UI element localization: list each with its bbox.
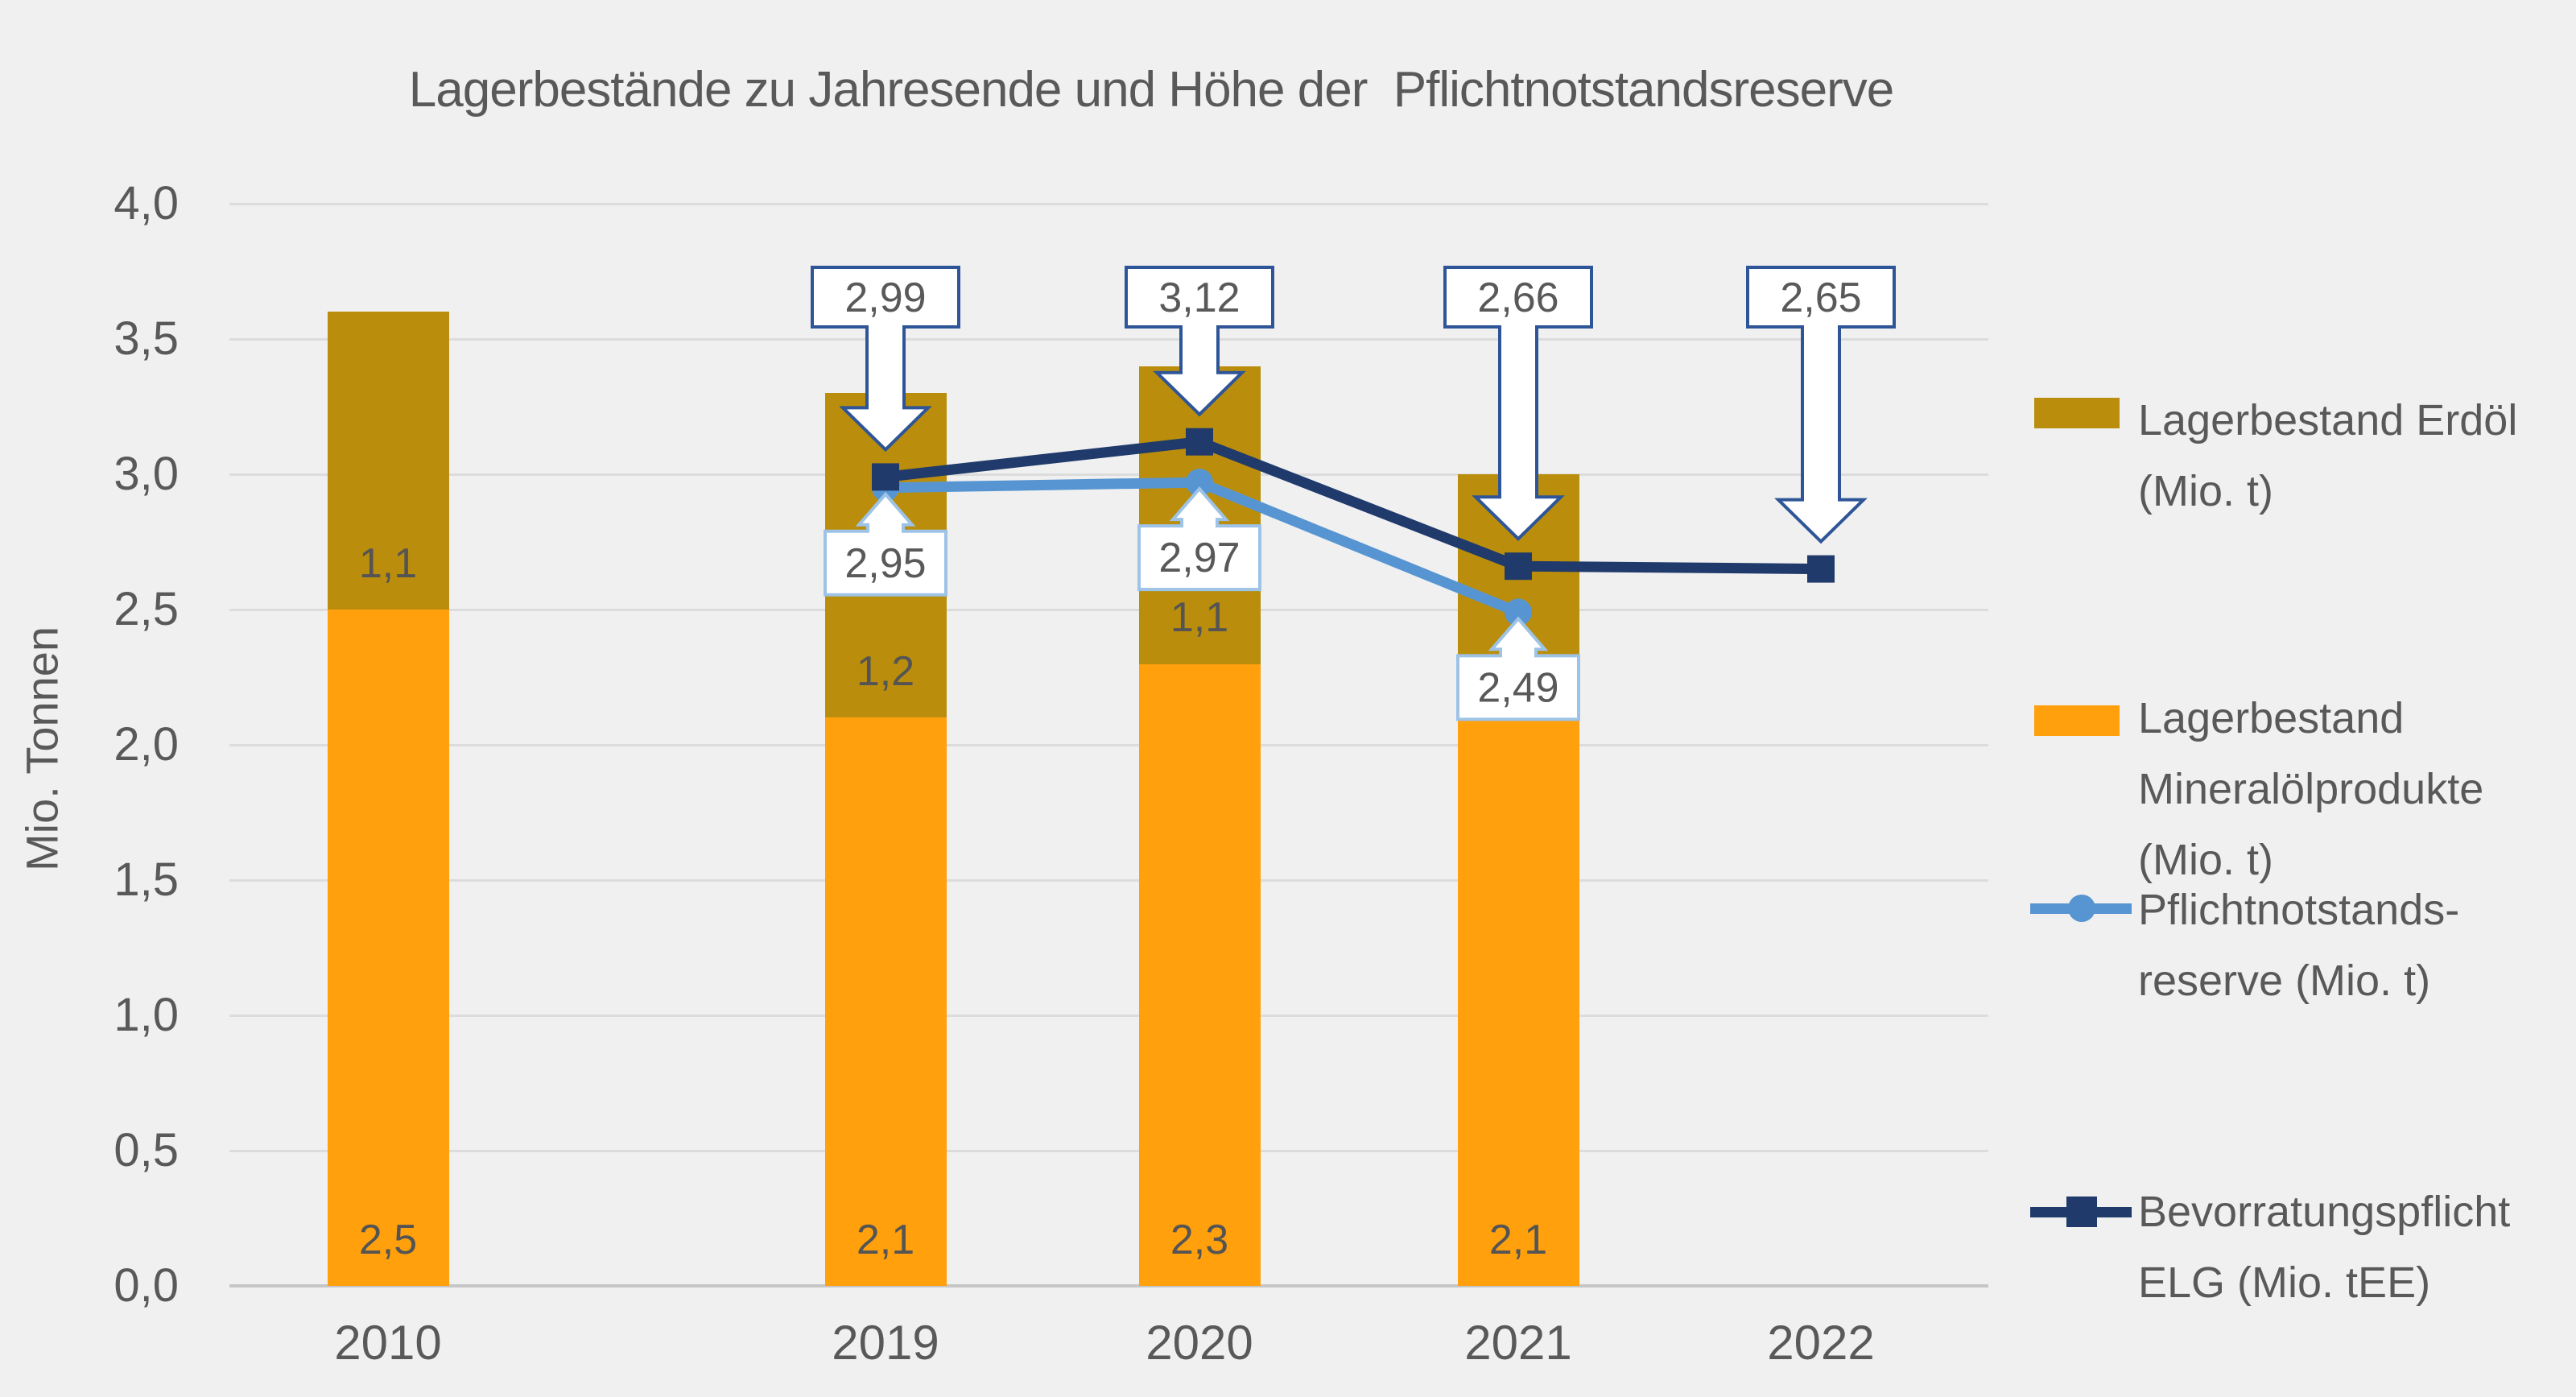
marker-circle-2020 <box>1186 469 1213 497</box>
line-bevorratungspflicht-elg-mio-tee- <box>885 436 1822 575</box>
marker-square-2021 <box>1505 552 1532 581</box>
bar-label: 2,1 <box>1488 1217 1548 1263</box>
y-tick-label: 2,5 <box>114 583 179 635</box>
callout-down-2020 <box>1125 266 1274 417</box>
x-label-2010: 2010 <box>334 1316 442 1370</box>
x-label-2019: 2019 <box>832 1316 939 1370</box>
callout-value-2020: 3,12 <box>1158 275 1240 321</box>
y-tick-label: 0,0 <box>114 1259 179 1312</box>
x-label-2021: 2021 <box>1464 1316 1572 1370</box>
gridline <box>229 203 1988 205</box>
marker-circle-2021 <box>1505 598 1532 626</box>
bar-label: 2,3 <box>1170 1217 1229 1263</box>
gridline <box>229 609 1988 611</box>
gridline <box>229 473 1988 476</box>
gridline <box>229 744 1988 746</box>
callout-down-2021 <box>1443 266 1593 542</box>
y-tick-label: 0,5 <box>114 1124 179 1176</box>
gridline <box>229 879 1988 882</box>
y-tick-label: 4,0 <box>114 177 179 229</box>
callout-value-2021: 2,49 <box>1477 664 1558 711</box>
bar-label: 2,1 <box>856 1217 915 1263</box>
callout-value-2019: 2,95 <box>844 540 926 587</box>
bar-label: 1,1 <box>358 540 418 587</box>
gridline <box>229 1150 1988 1152</box>
y-tick-label: 3,5 <box>114 312 179 365</box>
y-tick-label: 3,0 <box>114 448 179 500</box>
x-label-2020: 2020 <box>1146 1316 1253 1370</box>
bar-segment-2020 <box>1139 663 1261 1286</box>
y-tick-label: 1,5 <box>114 853 179 906</box>
marker-square-2019 <box>872 463 899 491</box>
callout-value-2019: 2,99 <box>844 275 926 321</box>
callout-up-2020 <box>1137 486 1261 592</box>
callout-up-2021 <box>1456 616 1580 721</box>
callout-value-2021: 2,66 <box>1477 275 1558 321</box>
callout-value-2022: 2,65 <box>1780 275 1861 321</box>
bar-label: 1,1 <box>1170 594 1229 641</box>
callout-value-2020: 2,97 <box>1158 535 1240 581</box>
gridline <box>229 1015 1988 1017</box>
chart-title: Lagerbestände zu Jahresende und Höhe der… <box>408 62 1894 118</box>
x-label-2022: 2022 <box>1767 1316 1875 1370</box>
bar-label: 1,2 <box>856 648 915 695</box>
marker-square-2022 <box>1807 555 1835 583</box>
x-axis-line <box>229 1284 1988 1287</box>
y-tick-label: 2,0 <box>114 718 179 771</box>
callout-down-2022 <box>1746 266 1896 544</box>
bar-segment-2021 <box>1458 717 1579 1286</box>
bar-label: 2,5 <box>358 1217 418 1263</box>
callout-up-2019 <box>824 491 947 597</box>
bar-segment-2010 <box>328 312 449 610</box>
marker-square-2020 <box>1186 428 1213 456</box>
bar-segment-2019 <box>825 717 947 1286</box>
bar-segment-2010 <box>328 610 449 1286</box>
y-tick-label: 1,0 <box>114 989 179 1041</box>
callout-down-2019 <box>811 266 960 453</box>
gridline <box>229 338 1988 341</box>
